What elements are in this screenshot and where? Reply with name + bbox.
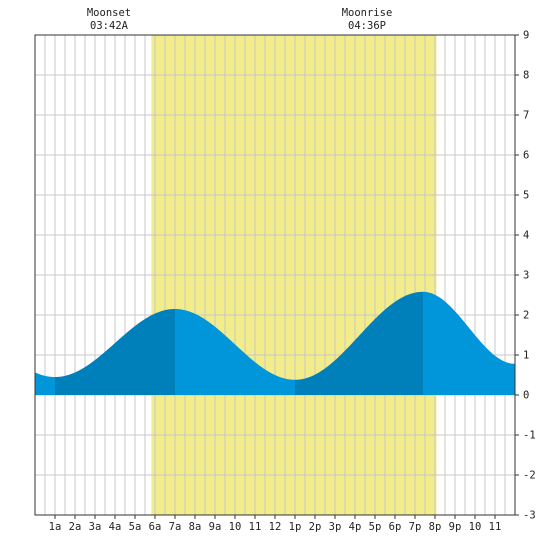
- x-tick-label: 12: [269, 521, 282, 533]
- y-tick-label: -2: [523, 470, 536, 482]
- x-tick-label: 9a: [209, 521, 222, 533]
- moon-event-label: Moonset: [87, 7, 131, 19]
- y-tick-label: 9: [523, 30, 529, 42]
- y-tick-label: 7: [523, 110, 529, 122]
- x-tick-label: 9p: [449, 521, 462, 533]
- x-tick-label: 1p: [289, 521, 302, 533]
- tide-area-falling: [35, 372, 55, 395]
- y-tick-label: 8: [523, 70, 529, 82]
- x-tick-label: 5a: [129, 521, 142, 533]
- x-tick-label: 10: [469, 521, 482, 533]
- tide-area-falling: [423, 291, 515, 395]
- x-tick-label: 10: [229, 521, 242, 533]
- x-tick-label: 11: [489, 521, 502, 533]
- grid-layer: [35, 35, 515, 515]
- y-tick-label: 0: [523, 390, 529, 402]
- x-tick-label: 8p: [429, 521, 442, 533]
- tide-area-rising: [295, 291, 423, 395]
- moon-event-label: Moonrise: [342, 7, 393, 19]
- x-tick-label: 7a: [169, 521, 182, 533]
- x-tick-label: 3a: [89, 521, 102, 533]
- x-tick-label: 7p: [409, 521, 422, 533]
- moon-event-time: 03:42A: [90, 20, 129, 32]
- y-tick-label: 2: [523, 310, 529, 322]
- x-tick-label: 8a: [189, 521, 202, 533]
- y-tick-label: 4: [523, 230, 529, 242]
- x-tick-label: 4a: [109, 521, 122, 533]
- x-tick-label: 11: [249, 521, 262, 533]
- x-tick-label: 4p: [349, 521, 362, 533]
- x-tick-label: 6a: [149, 521, 162, 533]
- tide-area-falling: [175, 309, 295, 395]
- x-tick-label: 1a: [49, 521, 62, 533]
- y-tick-label: 3: [523, 270, 529, 282]
- y-tick-label: 5: [523, 190, 529, 202]
- x-tick-label: 5p: [369, 521, 382, 533]
- x-tick-label: 2p: [309, 521, 322, 533]
- x-tick-label: 3p: [329, 521, 342, 533]
- x-tick-label: 2a: [69, 521, 82, 533]
- y-tick-label: 1: [523, 350, 529, 362]
- tide-area-layer: [35, 291, 515, 395]
- y-tick-label: -3: [523, 510, 536, 522]
- axes-layer: [34, 34, 519, 519]
- y-tick-label: -1: [523, 430, 536, 442]
- x-tick-label: 6p: [389, 521, 402, 533]
- moon-event-time: 04:36P: [348, 20, 386, 32]
- y-tick-label: 6: [523, 150, 529, 162]
- tide-area-rising: [55, 309, 175, 395]
